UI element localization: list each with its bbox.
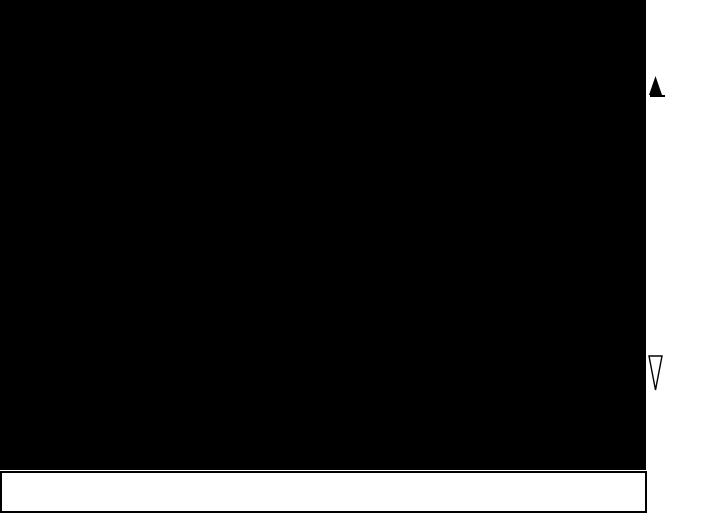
precip-value-grid (0, 0, 647, 470)
map-caption-box (0, 471, 647, 513)
precip-shading-britain (0, 0, 200, 170)
terrain-massif-central (65, 350, 175, 410)
adriatic-sea (444, 428, 498, 470)
colorbar-arrows (648, 76, 663, 391)
colorbar-segments (650, 95, 665, 97)
precip-shading-coast (240, 45, 360, 135)
scale-top-arrow-icon (649, 76, 662, 95)
precip-color-scale (646, 0, 704, 470)
scale-bottom-arrow-icon (648, 355, 663, 391)
precipitation-map[interactable] (0, 0, 647, 470)
britain-landmass (0, 0, 304, 182)
terrain-carpathians (580, 210, 647, 290)
map-graphic (0, 0, 647, 470)
terrain-pyrenees (0, 450, 90, 470)
